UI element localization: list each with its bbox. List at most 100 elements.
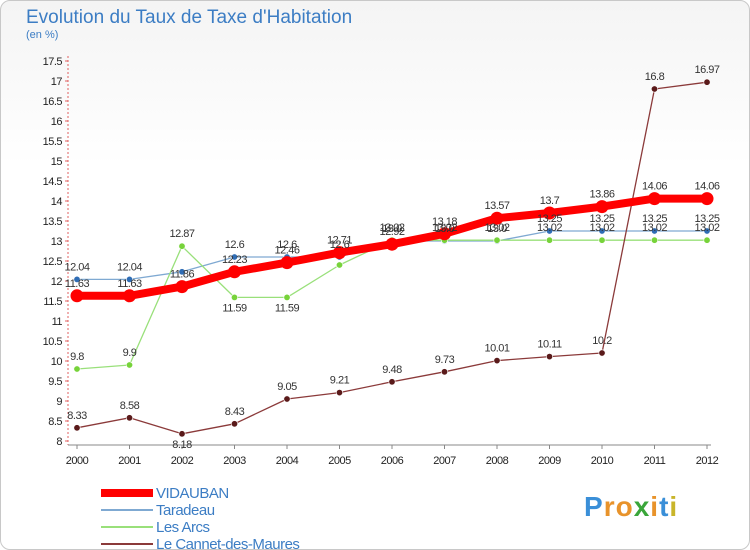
data-label: 13.25 [537,213,562,225]
data-label: 8.58 [120,400,140,412]
data-label: 13.25 [642,213,667,225]
data-label: 10.11 [537,339,562,351]
x-tick-label: 2000 [66,455,89,467]
data-point [123,289,136,303]
data-label: 13.18 [432,216,457,228]
data-label: 9.8 [70,351,84,363]
data-label: 13.25 [589,213,614,225]
data-point [700,192,714,206]
x-tick-label: 2010 [591,455,614,467]
data-point [650,227,658,235]
y-tick-label: 9 [56,396,62,408]
data-point [598,349,606,357]
legend-label: Le Cannet-des-Maures [156,536,300,550]
data-label: 12.46 [274,245,299,257]
data-label: 11.63 [117,278,142,290]
x-tick-label: 2012 [696,455,719,467]
data-point [385,237,399,251]
y-tick-label: 11.5 [43,296,62,308]
data-label: 13.0 [382,223,402,235]
data-label: 14.06 [642,181,667,193]
logo-letter: i [650,491,660,522]
data-point [388,378,396,386]
y-tick-label: 17 [51,76,63,88]
data-point [595,200,609,214]
data-point [703,78,711,86]
data-point [178,268,186,276]
data-label: 8.18 [172,439,192,451]
data-label: 12.87 [169,228,194,240]
y-tick-label: 10 [51,356,63,368]
data-point [283,293,291,301]
data-label: 12.6 [330,239,350,251]
data-point [703,236,711,244]
legend-label: VIDAUBAN [156,485,229,502]
data-label: 13.0 [435,223,455,235]
data-label: 9.48 [382,364,402,376]
data-label: 9.9 [123,347,137,359]
logo-letter: P [584,491,604,522]
data-point [231,293,239,301]
data-label: 13.02 [642,222,667,234]
data-label: 12.04 [117,261,142,273]
data-label: 9.73 [435,354,455,366]
x-tick-label: 2003 [223,455,246,467]
data-label: 13.02 [537,222,562,234]
data-point [73,424,81,432]
proxiti-logo: Proxiti [584,491,678,523]
series-line-les-arcs [76,239,707,370]
data-point [73,365,81,373]
y-tick-label: 14.5 [43,176,63,188]
data-label: 12.04 [64,261,89,273]
y-tick-label: 14 [51,196,63,208]
data-point [598,227,606,235]
data-point [545,353,553,361]
x-tick-label: 2008 [486,455,509,467]
y-tick-label: 16.5 [43,96,63,108]
logo-letter: r [603,491,616,522]
data-label: 12.23 [222,254,247,266]
data-label: 12.92 [379,226,404,238]
legend-swatch [101,489,153,497]
y-tick-label: 15.5 [43,136,63,148]
data-point [333,246,346,260]
x-tick-label: 2007 [433,455,456,467]
legend-swatch [101,526,153,528]
data-point [228,265,241,279]
data-point [493,357,501,365]
y-tick-label: 8 [56,436,62,448]
data-point [280,256,294,270]
data-point [335,389,343,397]
y-tick-label: 11 [52,316,63,328]
data-point [490,211,504,225]
data-label: 14.06 [694,181,719,193]
chart-subtitle: (en %) [26,29,59,41]
data-label: 9.05 [277,381,297,393]
data-point [650,85,658,93]
data-point [440,368,448,376]
data-label: 11.59 [222,302,247,314]
data-label: 10.2 [592,335,612,347]
data-point [126,414,134,422]
data-point [648,192,661,206]
data-label: 16.97 [694,64,719,76]
legend-label: Taradeau [156,502,215,519]
data-label: 13.57 [484,200,509,212]
data-label: 13.7 [540,195,560,207]
data-point [543,206,556,220]
data-point [545,227,553,235]
data-point [126,361,134,369]
data-point [493,236,501,244]
logo-letter: i [669,491,679,522]
y-tick-label: 13 [51,236,63,248]
data-label: 13.02 [379,222,404,234]
data-point [438,227,451,241]
data-point [545,236,553,244]
data-point [650,236,658,244]
data-point [598,236,606,244]
x-tick-label: 2002 [171,455,194,467]
data-label: 8.43 [225,406,245,418]
data-point [231,253,239,261]
x-tick-label: 2011 [644,455,666,467]
